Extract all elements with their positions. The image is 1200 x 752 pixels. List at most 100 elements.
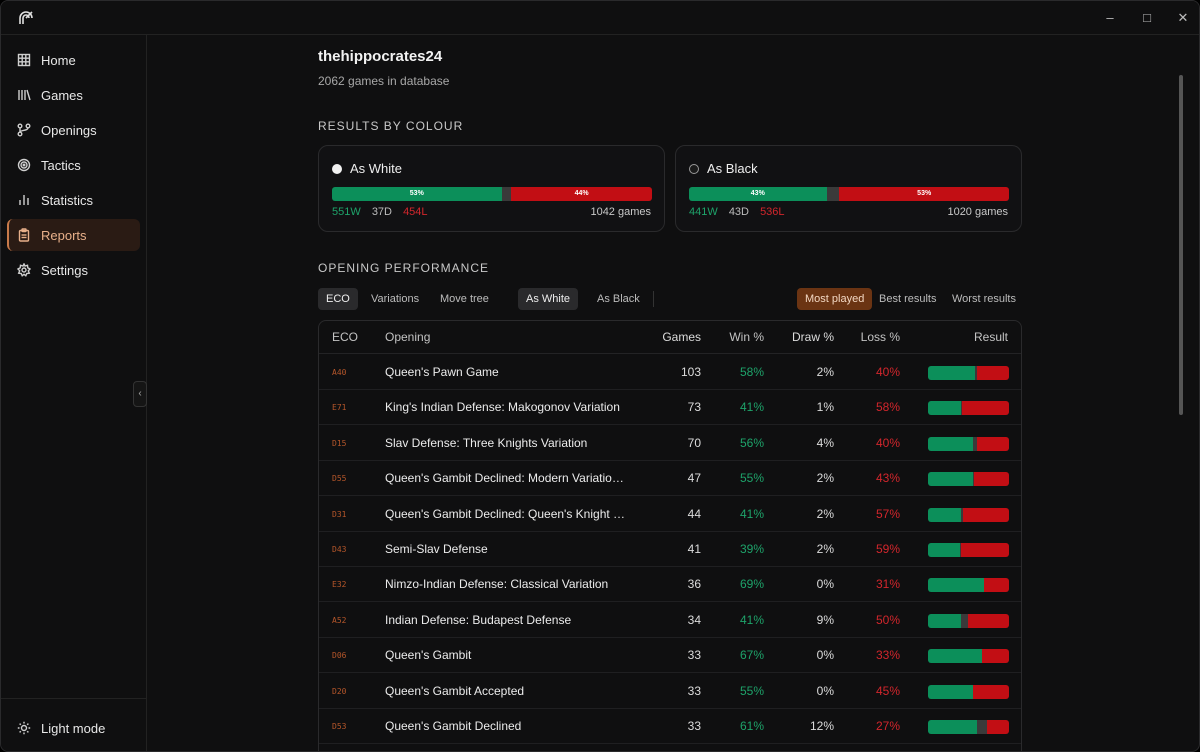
black-games-total: 1020 games bbox=[947, 206, 1008, 218]
opening-table: ECO Opening Games Win % Draw % Loss % Re… bbox=[318, 320, 1022, 751]
sidebar-item-games[interactable]: Games bbox=[7, 79, 140, 111]
sidebar-item-openings[interactable]: Openings bbox=[7, 114, 140, 146]
as-black-label: As Black bbox=[707, 161, 758, 176]
sidebar-item-home[interactable]: Home bbox=[7, 44, 140, 76]
result-bar bbox=[928, 472, 1009, 487]
sidebar: Home Games Openings Tactics Statistics R… bbox=[1, 35, 147, 751]
sidebar-item-label: Tactics bbox=[41, 157, 81, 173]
games-count-cell: 34 bbox=[687, 612, 701, 627]
col-win[interactable]: Win % bbox=[729, 330, 764, 344]
tab-worst-results[interactable]: Worst results bbox=[952, 293, 1016, 305]
games-count-cell: 44 bbox=[687, 506, 701, 521]
loss-segment bbox=[962, 507, 1009, 522]
table-row[interactable]: D06 Queen's Gambit 33 67% 0% 33% bbox=[319, 638, 1021, 674]
sidebar-item-tactics[interactable]: Tactics bbox=[7, 149, 140, 181]
light-mode-toggle[interactable]: Light mode bbox=[7, 712, 140, 744]
table-row[interactable]: D31 Queen's Gambit Declined: Queen's Knig… bbox=[319, 497, 1021, 532]
eco-code: D31 bbox=[332, 509, 347, 519]
eco-code: A40 bbox=[332, 368, 347, 377]
white-result-bar: 53% 44% bbox=[332, 187, 652, 201]
table-row[interactable]: D53 Queen's Gambit Declined 33 61% 12% 27% bbox=[319, 709, 1021, 744]
black-losses: 536L bbox=[760, 206, 785, 218]
sidebar-item-statistics[interactable]: Statistics bbox=[7, 184, 140, 216]
table-row[interactable]: D43 Semi-Slav Defense 41 39% 2% 59% bbox=[319, 532, 1021, 567]
scrollbar[interactable] bbox=[1179, 75, 1183, 415]
table-row[interactable]: D55 Queen's Gambit Declined: Modern Varia… bbox=[319, 461, 1021, 497]
black-draw-segment bbox=[826, 187, 840, 201]
games-count-cell: 103 bbox=[680, 365, 701, 379]
tab-as-white[interactable]: As White bbox=[518, 288, 579, 310]
eco-code: D06 bbox=[332, 651, 347, 661]
draw-pct: 0% bbox=[816, 648, 834, 663]
eco-code: A52 bbox=[332, 615, 347, 625]
tab-eco[interactable]: ECO bbox=[318, 288, 358, 310]
bar-chart-icon bbox=[19, 195, 29, 205]
draw-pct: 2% bbox=[816, 506, 834, 521]
loss-pct: 50% bbox=[875, 612, 900, 627]
loss-segment bbox=[987, 720, 1009, 734]
maximize-icon[interactable]: □ bbox=[1143, 10, 1151, 25]
collapse-sidebar-button[interactable]: ‹ bbox=[133, 381, 147, 407]
games-count-cell: 33 bbox=[687, 719, 701, 733]
black-draws: 43D bbox=[728, 206, 749, 218]
table-row[interactable]: D20 Queen's Gambit Accepted 33 55% 0% 45% bbox=[319, 674, 1021, 709]
col-opening[interactable]: Opening bbox=[385, 330, 431, 344]
table-row[interactable]: A40 Queen's Pawn Game 103 58% 2% 40% bbox=[319, 355, 1021, 390]
eco-code: D53 bbox=[332, 722, 347, 731]
result-bar bbox=[928, 613, 1009, 628]
eco-code: E71 bbox=[332, 403, 347, 413]
tab-as-black[interactable]: As Black bbox=[597, 293, 640, 305]
white-win-segment: 53% bbox=[332, 187, 502, 201]
games-count-cell: 70 bbox=[687, 435, 701, 450]
tab-variations[interactable]: Variations bbox=[371, 293, 420, 305]
win-segment bbox=[928, 649, 983, 664]
close-icon[interactable]: ✕ bbox=[1177, 10, 1189, 25]
col-games[interactable]: Games bbox=[662, 330, 701, 344]
table-row[interactable]: E71 King's Indian Defense: Makogonov Vari… bbox=[319, 390, 1021, 426]
minimize-icon[interactable]: – bbox=[1106, 10, 1114, 25]
win-segment bbox=[928, 613, 962, 628]
loss-pct: 27% bbox=[875, 719, 900, 733]
loss-segment bbox=[961, 543, 1009, 557]
result-bar bbox=[928, 436, 1009, 451]
tab-most-played[interactable]: Most played bbox=[797, 288, 873, 310]
col-eco[interactable]: ECO bbox=[332, 330, 359, 344]
page-title: thehippocrates24 bbox=[318, 48, 443, 65]
draw-segment bbox=[961, 613, 969, 628]
black-loss-segment: 53% bbox=[839, 187, 1009, 201]
loss-pct: 31% bbox=[875, 577, 900, 592]
games-count: 2062 games in database bbox=[318, 74, 450, 88]
sidebar-item-settings[interactable]: Settings bbox=[7, 254, 140, 286]
draw-pct: 2% bbox=[816, 542, 834, 556]
opening-name: King's Indian Defense: Makogonov Variati… bbox=[385, 400, 620, 415]
tab-best-results[interactable]: Best results bbox=[879, 293, 937, 305]
opening-name: Queen's Gambit Declined: Queen's Knight … bbox=[385, 506, 626, 521]
result-bar bbox=[928, 543, 1009, 557]
result-bar bbox=[928, 649, 1009, 664]
win-pct: 55% bbox=[739, 683, 764, 698]
app-logo-icon bbox=[19, 11, 33, 24]
tab-move-tree[interactable]: Move tree bbox=[440, 293, 489, 305]
grid-icon bbox=[17, 53, 31, 67]
result-bar bbox=[928, 684, 1009, 699]
col-draw[interactable]: Draw % bbox=[791, 330, 834, 344]
eco-code: D55 bbox=[332, 474, 347, 484]
win-pct: 69% bbox=[739, 577, 764, 592]
opening-name: Queen's Gambit bbox=[385, 648, 472, 663]
loss-segment bbox=[962, 401, 1009, 416]
opening-name: Nimzo-Indian Defense: Classical Variatio… bbox=[385, 577, 609, 592]
loss-pct: 59% bbox=[875, 542, 900, 556]
white-loss-segment: 44% bbox=[511, 187, 652, 201]
sidebar-item-reports[interactable]: Reports bbox=[7, 219, 140, 251]
draw-pct: 12% bbox=[809, 719, 834, 733]
table-row[interactable]: D15 Slav Defense: Three Knights Variation… bbox=[319, 426, 1021, 461]
win-pct: 67% bbox=[739, 648, 764, 663]
opening-name: Indian Defense: Budapest Defense bbox=[385, 612, 572, 627]
table-row[interactable]: E32 Nimzo-Indian Defense: Classical Varia… bbox=[319, 567, 1021, 603]
win-pct: 61% bbox=[739, 719, 764, 733]
win-pct: 41% bbox=[739, 506, 764, 521]
col-loss[interactable]: Loss % bbox=[860, 330, 900, 344]
games-count-cell: 47 bbox=[687, 471, 701, 486]
table-row[interactable]: A52 Indian Defense: Budapest Defense 34 41%… bbox=[319, 603, 1021, 638]
